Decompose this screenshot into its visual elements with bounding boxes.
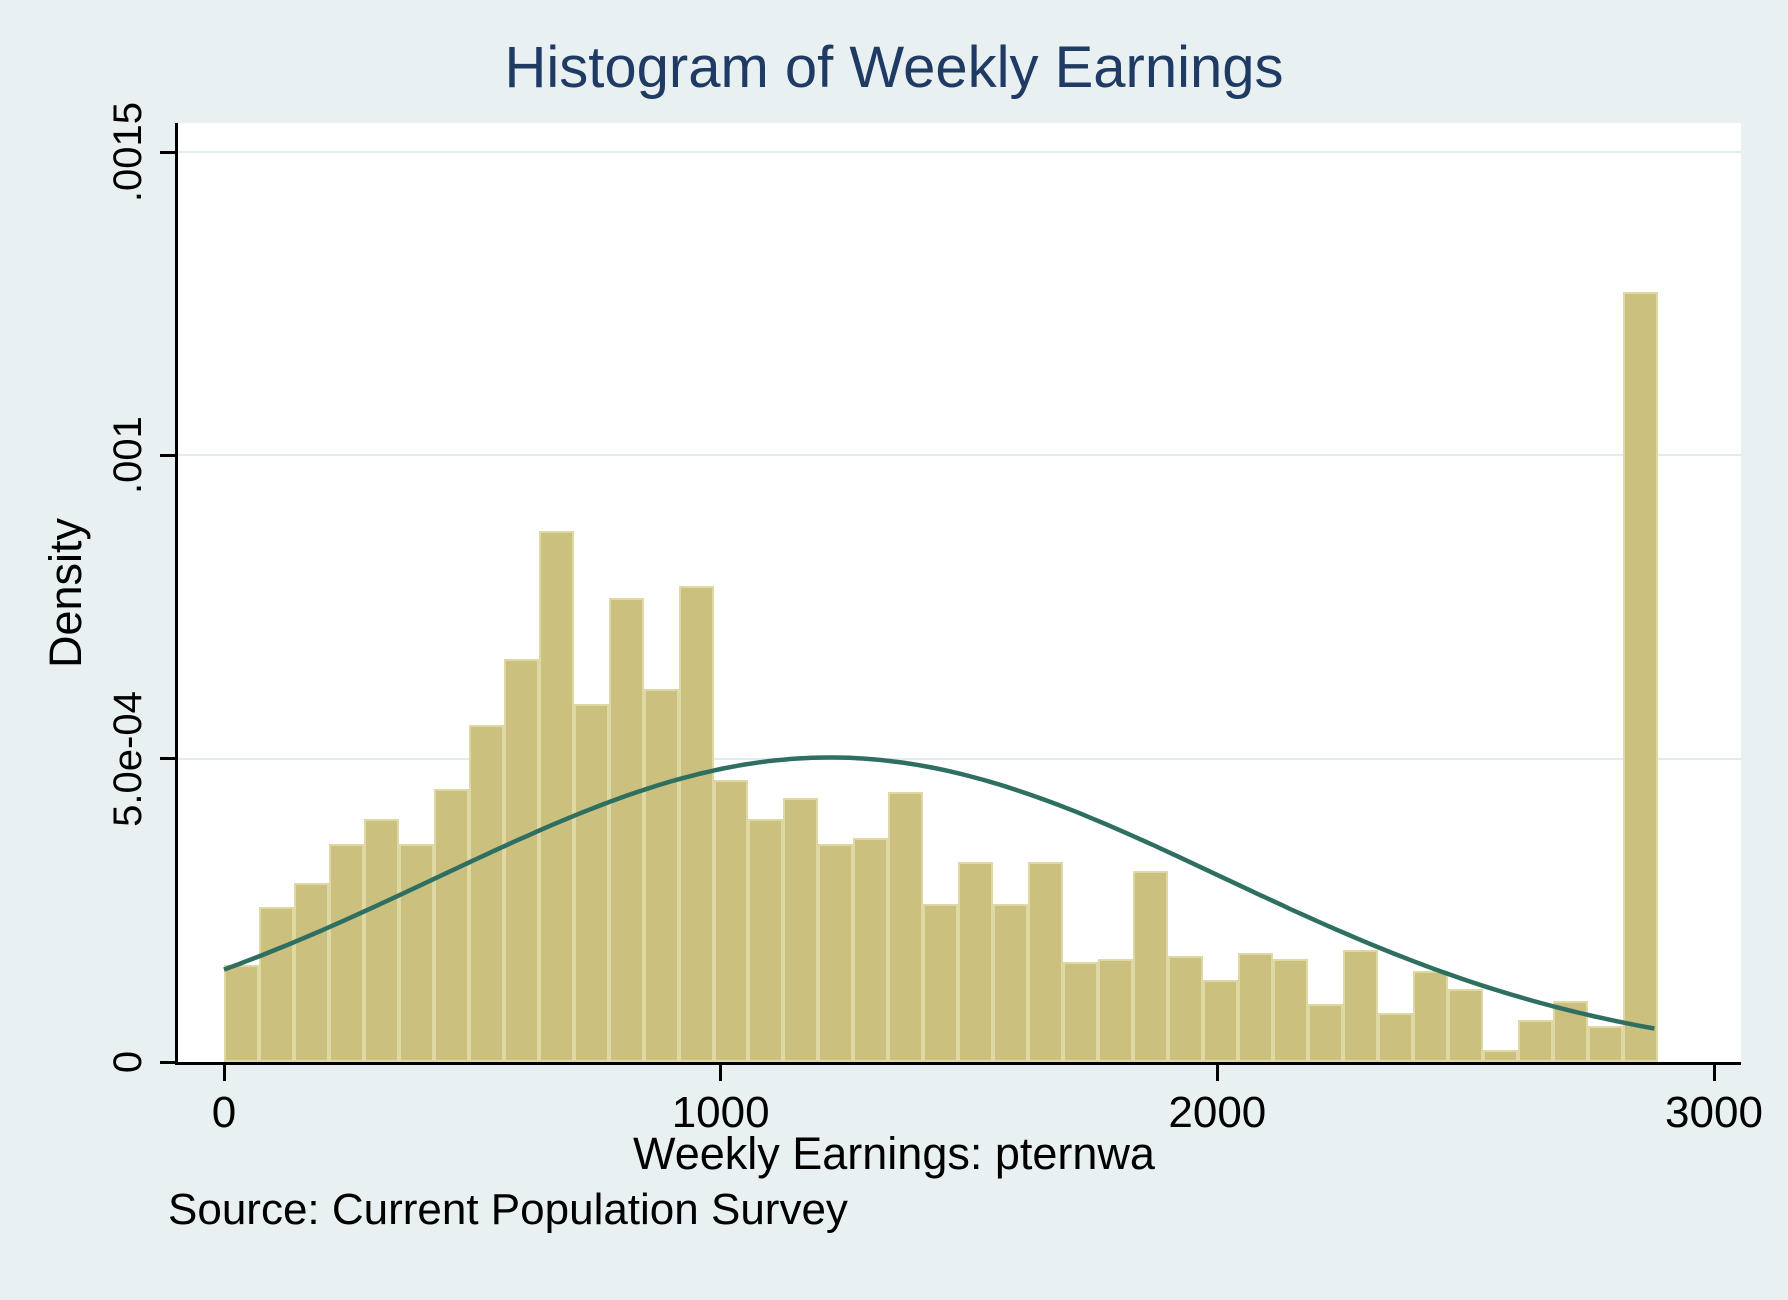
histogram-bar-28: [1203, 980, 1238, 1062]
histogram-bar-19: [888, 792, 924, 1062]
histogram-bar-27: [1168, 955, 1204, 1062]
histogram-bar-5: [398, 843, 434, 1062]
x-tick-label-3000: 3000: [1665, 1088, 1763, 1137]
histogram-bar-36: [1482, 1049, 1518, 1062]
histogram-bar-37: [1517, 1019, 1553, 1062]
gridline-y-.001: [178, 454, 1741, 457]
histogram-bar-21: [958, 861, 994, 1062]
histogram-bar-31: [1307, 1004, 1343, 1062]
histogram-bar-18: [853, 837, 889, 1062]
x-tick-label-1000: 1000: [671, 1088, 770, 1137]
histogram-bar-39: [1587, 1025, 1623, 1062]
histogram-bar-38: [1552, 1001, 1588, 1062]
histogram-bar-11: [608, 597, 644, 1062]
histogram-bar-35: [1447, 989, 1483, 1062]
histogram-bar-40: [1622, 291, 1658, 1062]
y-tick-.001: [160, 453, 175, 457]
y-tick-0: [160, 1060, 175, 1064]
x-tick-0: [222, 1065, 226, 1081]
histogram-bar-6: [433, 789, 469, 1062]
histogram-bar-16: [783, 798, 819, 1062]
histogram-bar-0: [224, 964, 259, 1062]
histogram-bar-1: [258, 907, 294, 1062]
histogram-bar-4: [363, 819, 399, 1062]
histogram-bar-22: [993, 904, 1029, 1062]
gridline-y-5.0e-04: [178, 757, 1741, 760]
histogram-bar-3: [328, 843, 364, 1062]
histogram-bar-32: [1342, 949, 1378, 1062]
histogram-bar-17: [818, 843, 854, 1062]
y-tick-label-5.0e-04: 5.0e-04: [105, 690, 150, 827]
histogram-bar-13: [678, 585, 714, 1062]
plot-area: [178, 123, 1741, 1062]
histogram-bar-9: [538, 531, 574, 1062]
histogram-bar-30: [1272, 958, 1308, 1062]
y-axis-title: Density: [40, 517, 91, 669]
histogram-bar-24: [1063, 961, 1099, 1062]
histogram-bar-8: [503, 658, 539, 1062]
x-tick-1000: [719, 1065, 723, 1081]
y-tick-.0015: [160, 150, 175, 154]
x-tick-3000: [1712, 1065, 1716, 1081]
x-tick-label-0: 0: [211, 1088, 237, 1137]
histogram-bar-29: [1237, 952, 1273, 1062]
x-tick-label-2000: 2000: [1168, 1088, 1267, 1137]
source-note: Source: Current Population Survey: [168, 1185, 848, 1234]
gridline-y-.0015: [178, 151, 1741, 153]
histogram-bar-20: [923, 904, 959, 1062]
y-tick-label-.0015: .0015: [105, 101, 150, 203]
histogram-bar-2: [293, 883, 329, 1062]
histogram-bar-25: [1098, 958, 1134, 1062]
histogram-bar-33: [1377, 1013, 1413, 1062]
histogram-bar-7: [468, 725, 504, 1062]
x-tick-2000: [1215, 1065, 1219, 1081]
histogram-bar-34: [1412, 971, 1448, 1062]
x-axis-title: Weekly Earnings: pternwa: [633, 1128, 1155, 1179]
histogram-bar-26: [1133, 870, 1169, 1062]
histogram-bar-12: [643, 688, 679, 1062]
x-axis-line: [175, 1062, 1741, 1065]
histogram-bar-14: [713, 779, 749, 1062]
histogram-bar-15: [748, 819, 784, 1062]
histogram-bar-23: [1028, 861, 1064, 1062]
y-tick-label-.001: .001: [105, 416, 150, 495]
histogram-bar-10: [573, 704, 609, 1062]
y-tick-5.0e-04: [160, 757, 175, 761]
chart-title: Histogram of Weekly Earnings: [504, 35, 1284, 100]
y-axis-line: [175, 123, 178, 1065]
